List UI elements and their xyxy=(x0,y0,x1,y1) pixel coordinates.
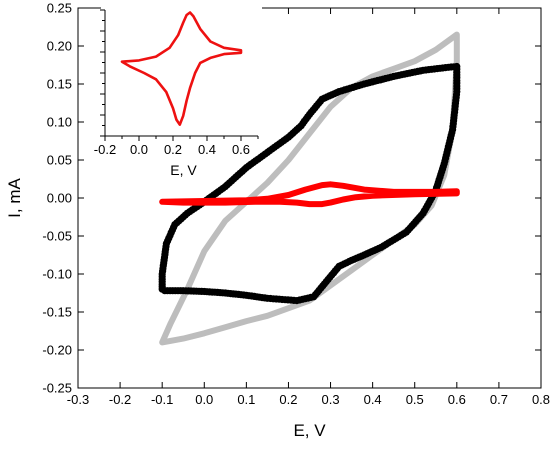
series-0-line xyxy=(159,31,460,346)
x-tick-label: 0.0 xyxy=(195,392,213,407)
x-tick-label: 0.6 xyxy=(448,392,466,407)
y-axis-title: I, mA xyxy=(5,178,24,218)
y-tick-label: 0.15 xyxy=(47,77,72,92)
x-axis-title: E, V xyxy=(293,421,326,440)
x-tick-label: 0.4 xyxy=(364,392,382,407)
inset-series-0-line xyxy=(120,11,243,126)
y-tick-label: -0.25 xyxy=(42,381,72,396)
y-tick-label: -0.15 xyxy=(42,305,72,320)
x-tick-label: -0.1 xyxy=(151,392,173,407)
y-tick-label: -0.20 xyxy=(42,343,72,358)
y-tick-label: 0.10 xyxy=(47,115,72,130)
x-tick-label: 0.1 xyxy=(237,392,255,407)
y-tick-label: 0.05 xyxy=(47,153,72,168)
inset-x-axis-title: E, V xyxy=(170,162,197,178)
inset-x-tick-label: -0.2 xyxy=(94,142,116,157)
inset-plot: -0.2 0.0 0.2 0.4 0.6 E, V xyxy=(94,6,262,178)
series-1 xyxy=(158,62,461,305)
x-tick-label: 0.3 xyxy=(322,392,340,407)
series-1-point xyxy=(161,287,169,295)
x-tick-label: 0.2 xyxy=(279,392,297,407)
y-tick-label: -0.10 xyxy=(42,267,72,282)
x-tick-label: 0.8 xyxy=(532,392,550,407)
inset-x-tick-label: 0.6 xyxy=(232,142,250,157)
y-tick-label: -0.05 xyxy=(42,229,72,244)
series-2-line xyxy=(159,181,460,208)
inset-x-tick-label: 0.4 xyxy=(198,142,216,157)
y-tick-label: 0.25 xyxy=(47,1,72,16)
inset-x-tick-label: 0.0 xyxy=(130,142,148,157)
main-plot: -0.3 -0.2 -0.1 0.0 0.1 0.2 0.3 0.4 0.5 0.6 0.7 0.8 -… xyxy=(5,1,550,441)
x-tick-label: 0.7 xyxy=(490,392,508,407)
y-tick-label: 0.20 xyxy=(47,39,72,54)
x-tick-label: -0.3 xyxy=(67,392,89,407)
y-tick-label: 0.00 xyxy=(47,191,72,206)
inset-x-tick-label: 0.2 xyxy=(164,142,182,157)
x-tick-label: -0.2 xyxy=(109,392,131,407)
x-tick-label: 0.5 xyxy=(406,392,424,407)
